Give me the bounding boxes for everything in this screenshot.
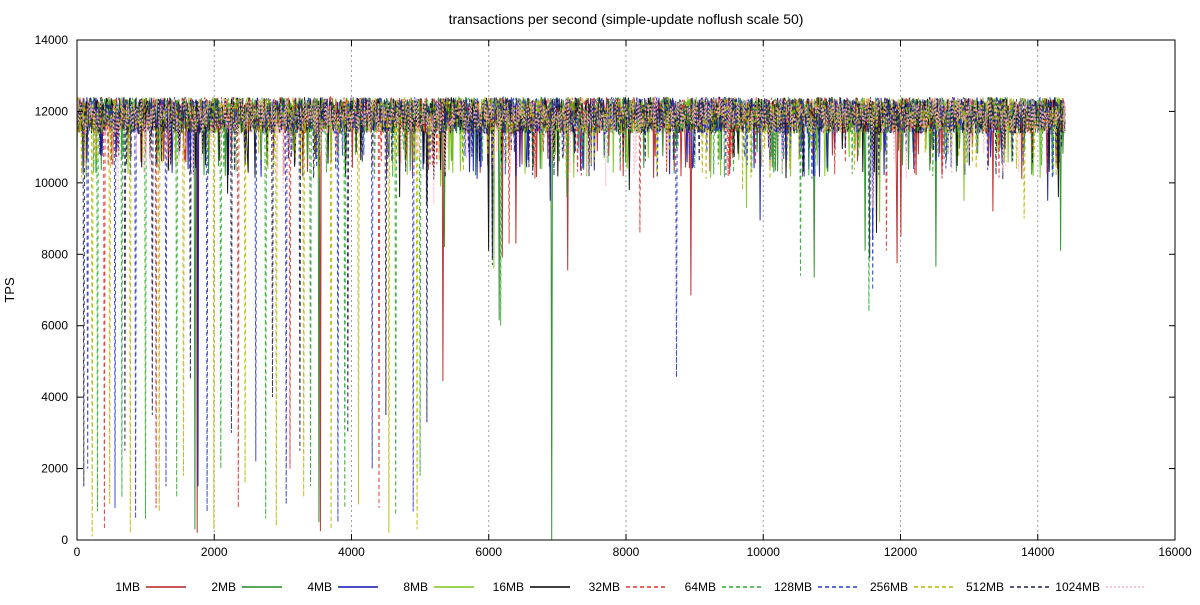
- y-tick-label: 14000: [35, 33, 69, 47]
- series-line-2MB: [76, 95, 1066, 541]
- y-tick-label: 8000: [41, 247, 68, 261]
- legend-label: 128MB: [774, 580, 812, 594]
- legend-item: 8MB: [403, 580, 474, 594]
- y-tick-label: 10000: [35, 176, 69, 190]
- chart-title: transactions per second (simple-update n…: [449, 11, 804, 27]
- y-tick-label: 2000: [41, 462, 68, 476]
- x-tick-label: 6000: [475, 545, 502, 559]
- x-gridlines: [213, 40, 1039, 540]
- series-line-1024MB: [76, 96, 1066, 208]
- legend-item: 256MB: [870, 580, 954, 594]
- legend-item: 16MB: [493, 580, 570, 594]
- legend-item: 2MB: [211, 580, 282, 594]
- series-line-512MB: [76, 95, 1066, 487]
- legend-item: 32MB: [589, 580, 666, 594]
- y-tick-label: 0: [61, 533, 68, 547]
- x-tick-label: 10000: [747, 545, 781, 559]
- legend-item: 1024MB: [1055, 580, 1146, 594]
- legend-label: 256MB: [870, 580, 908, 594]
- x-tick-label: 4000: [338, 545, 365, 559]
- legend-label: 2MB: [211, 580, 236, 594]
- legend: 1MB 2MB 4MB 8MB 16MB 32MB 64MB 128MB 256MB 512MB 1…: [115, 580, 1146, 594]
- x-tick-label: 2000: [201, 545, 228, 559]
- x-tick-label: 0: [74, 545, 81, 559]
- x-tick-label: 14000: [1021, 545, 1055, 559]
- y-tick-label: 12000: [35, 104, 69, 118]
- x-tick-label: 16000: [1158, 545, 1192, 559]
- legend-label: 32MB: [589, 580, 620, 594]
- legend-item: 128MB: [774, 580, 858, 594]
- legend-item: 4MB: [307, 580, 378, 594]
- legend-item: 512MB: [966, 580, 1050, 594]
- x-tick-label: 8000: [613, 545, 640, 559]
- legend-item: 64MB: [685, 580, 762, 594]
- legend-label: 512MB: [966, 580, 1004, 594]
- y-axis-label: TPS: [2, 277, 17, 303]
- y-tick-label: 4000: [41, 390, 68, 404]
- axes: 0 2000 4000 6000 8000 10000 12000 14000 16000 0 20…: [35, 33, 1192, 559]
- legend-label: 1024MB: [1055, 580, 1100, 594]
- legend-item: 1MB: [115, 580, 186, 594]
- legend-label: 8MB: [403, 580, 428, 594]
- legend-label: 4MB: [307, 580, 332, 594]
- y-tick-label: 6000: [41, 319, 68, 333]
- legend-label: 1MB: [115, 580, 140, 594]
- x-tick-label: 12000: [884, 545, 918, 559]
- series-lines: [76, 95, 1066, 541]
- legend-label: 16MB: [493, 580, 524, 594]
- legend-label: 64MB: [685, 580, 716, 594]
